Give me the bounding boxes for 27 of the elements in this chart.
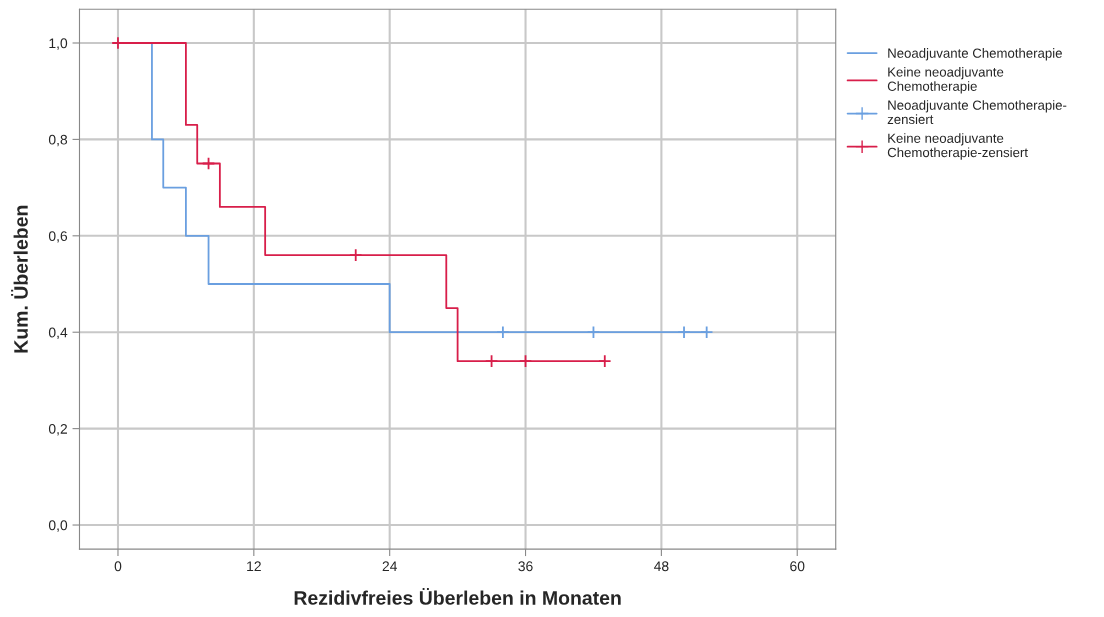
legend-label: Neoadjuvante Chemotherapie xyxy=(888,48,1062,61)
x-tick-label: 12 xyxy=(247,561,261,571)
x-tick-label: 36 xyxy=(518,561,533,572)
y-tick-label: 0,6 xyxy=(48,231,68,243)
x-axis-title: Rezidivfreies Überleben in Monaten xyxy=(294,588,621,605)
point xyxy=(518,354,533,368)
y-tick-label: 0,2 xyxy=(48,423,67,436)
point xyxy=(586,325,601,339)
y-tick-label: 0,4 xyxy=(48,327,68,340)
point xyxy=(677,325,691,339)
x-tick-label: 0 xyxy=(114,561,122,572)
y-tick-label: 0,0 xyxy=(48,520,68,532)
x-tick-label: 60 xyxy=(790,561,805,572)
legend-label: Keine neoadjuvante Chemotherapie xyxy=(887,67,1004,94)
legend-label: Neoadjuvante Chemotherapie-zensiert xyxy=(887,100,1067,125)
x-tick-label: 24 xyxy=(382,561,397,571)
point xyxy=(598,354,612,368)
y-tick-label: 1,0 xyxy=(49,38,68,50)
legend-label: Keine neoadjuvante Chemotherapie-zensiert xyxy=(887,133,1028,160)
y-axis-title: Kum. Überleben xyxy=(11,205,28,353)
point xyxy=(201,156,216,171)
point xyxy=(699,325,714,339)
x-tick-label: 48 xyxy=(653,561,669,572)
point xyxy=(484,354,499,368)
point xyxy=(349,248,363,262)
y-tick-label: 0,8 xyxy=(48,134,68,147)
point xyxy=(496,325,510,339)
